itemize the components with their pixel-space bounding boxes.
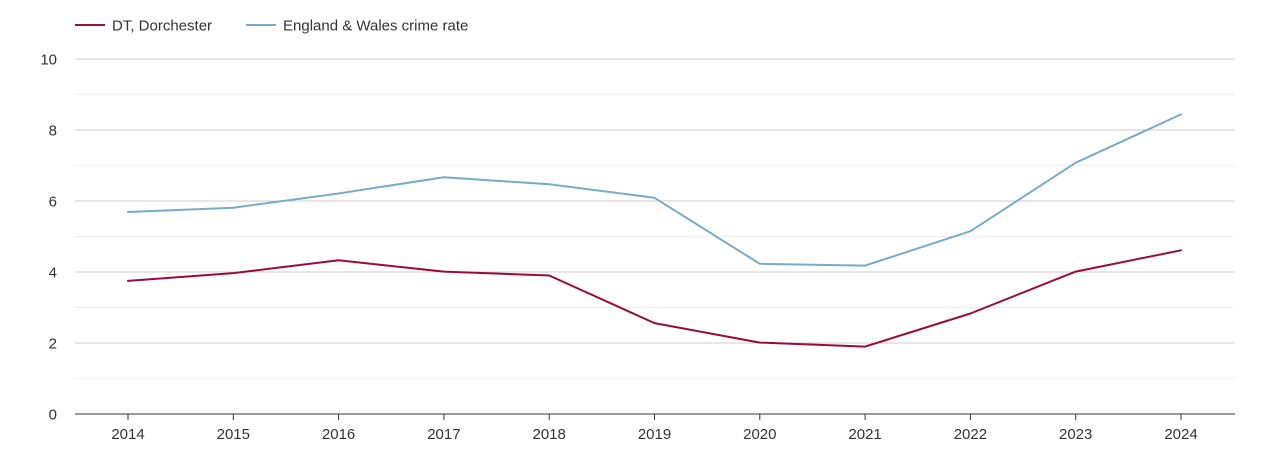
x-tick-label: 2023 (1059, 426, 1092, 443)
y-tick-label: 8 (49, 123, 57, 140)
legend: DT, Dorchester England & Wales crime rat… (75, 18, 468, 35)
x-tick-label: 2014 (111, 426, 144, 443)
x-tick-label: 2021 (848, 426, 881, 443)
x-tick-label: 2022 (954, 426, 987, 443)
gridlines (75, 58, 1235, 379)
y-axis-ticks: 0 2 4 6 8 10 (40, 52, 57, 424)
series-line-dt-dorchester (127, 249, 1182, 348)
y-tick-label: 6 (49, 194, 57, 211)
x-tick-label: 2020 (743, 426, 776, 443)
x-tick-label: 2019 (638, 426, 671, 443)
y-tick-label: 0 (49, 407, 57, 424)
legend-label-england-wales: England & Wales crime rate (283, 18, 468, 35)
x-tick-label: 2015 (217, 426, 250, 443)
x-tick-label: 2018 (533, 426, 566, 443)
y-tick-label: 10 (40, 52, 57, 69)
x-tick-label: 2024 (1164, 426, 1197, 443)
x-axis: 2014 2015 2016 2017 2018 2019 2020 2021 2022 2023… (75, 413, 1235, 443)
legend-label-dt-dorchester: DT, Dorchester (112, 18, 212, 35)
x-tick-label: 2017 (427, 426, 460, 443)
y-tick-label: 2 (49, 336, 57, 353)
x-tick-label: 2016 (322, 426, 355, 443)
legend-item-england-wales[interactable]: England & Wales crime rate (246, 18, 468, 35)
y-tick-label: 4 (49, 265, 57, 282)
legend-item-dt-dorchester[interactable]: DT, Dorchester (75, 18, 212, 35)
series-lines (127, 113, 1182, 348)
series-line-england-wales-crime-rate (127, 113, 1182, 267)
